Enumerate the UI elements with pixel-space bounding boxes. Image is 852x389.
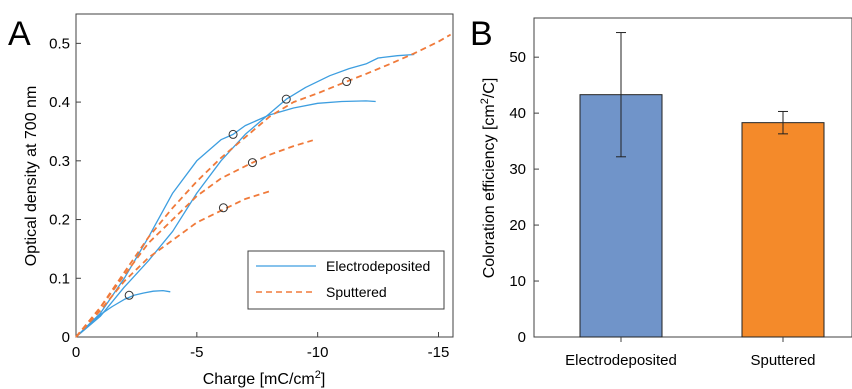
legend-label-electrodeposited: Electrodeposited (326, 258, 430, 274)
y-tick-label: 0 (518, 329, 526, 346)
legend-box (247, 250, 445, 310)
x-tick-label: -5 (190, 344, 203, 361)
y-tick-label: 0.3 (49, 153, 70, 170)
x-tick-label: -10 (307, 344, 329, 361)
circle-marker (228, 129, 238, 139)
y-tick-label: 0.2 (49, 212, 70, 229)
circle-marker (342, 77, 352, 87)
panel-b-y-ticks: 0 10 20 30 40 50 (509, 49, 539, 346)
y-tick-label: 20 (509, 217, 526, 234)
panel-b-bars (579, 32, 825, 338)
panel-a-y-axis-label: Optical density at 700 nm (23, 86, 40, 267)
panel-a-series (75, 33, 452, 338)
y-tick-label: 30 (509, 161, 526, 178)
category-label-electrodeposited: Electrodeposited (565, 352, 677, 369)
y-tick-label: 10 (509, 273, 526, 290)
panel-b-y-axis-label: Coloration efficiency [cm2/C] (479, 78, 498, 279)
panel-a-chart: 0 -5 -10 -15 0 0.1 0.2 0.3 0.4 0.5 Charge [mC/cm… (23, 13, 454, 388)
x-tick-label: -15 (428, 344, 450, 361)
panel-a-x-ticks: 0 -5 -10 -15 (72, 332, 450, 361)
panel-a-label: A (8, 15, 31, 53)
sputtered-curve-2 (75, 139, 314, 338)
circle-marker (124, 290, 134, 300)
y-tick-label: 40 (509, 105, 526, 122)
sputtered-curve-3 (75, 33, 452, 338)
bar-sputtered (741, 122, 825, 338)
legend-label-sputtered: Sputtered (326, 284, 387, 300)
sputtered-curve-1 (75, 190, 270, 338)
y-tick-label: 0.4 (49, 94, 70, 111)
y-tick-label: 0 (62, 329, 70, 346)
panel-b-x-tick-labels: Electrodeposited Sputtered (565, 337, 816, 369)
x-tick-label: 0 (72, 344, 80, 361)
y-tick-label: 0.5 (49, 35, 70, 52)
panel-a-legend: Electrodeposited Sputtered (247, 250, 445, 310)
circle-marker (247, 158, 257, 168)
electrodeposited-curve-3 (75, 53, 415, 338)
panel-a-y-ticks: 0 0.1 0.2 0.3 0.4 0.5 (49, 35, 81, 346)
panel-a-x-axis-label: Charge [mC/cm2] (203, 369, 326, 388)
panel-a-markers (124, 77, 352, 300)
circle-marker (218, 203, 228, 213)
y-tick-label: 50 (509, 49, 526, 66)
circle-marker (281, 94, 291, 104)
panel-b-label: B (470, 15, 493, 53)
panel-b-chart: 0 10 20 30 40 50 Electrodeposited Sputtered Co… (479, 17, 852, 369)
category-label-sputtered: Sputtered (750, 352, 815, 369)
y-tick-label: 0.1 (49, 270, 70, 287)
